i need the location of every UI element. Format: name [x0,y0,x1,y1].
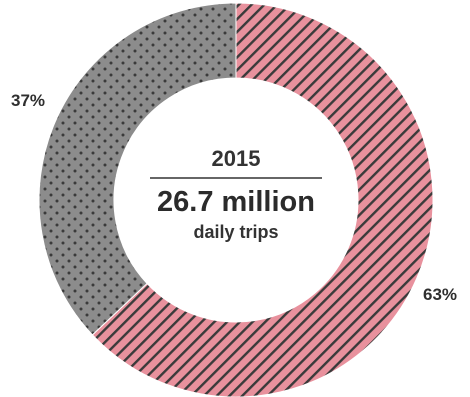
donut-slice-1 [38,2,237,336]
center-label: 2015 26.7 million daily trips [150,146,322,242]
donut-slice-0 [91,2,434,397]
center-value: 26.7 million [157,186,315,218]
donut-slices [38,2,434,397]
slice-label-0: 63% [423,285,457,304]
center-unit: daily trips [193,222,278,242]
slice-label-1: 37% [11,91,45,110]
slice-labels: 63% 37% [11,91,457,304]
center-year: 2015 [212,146,261,171]
